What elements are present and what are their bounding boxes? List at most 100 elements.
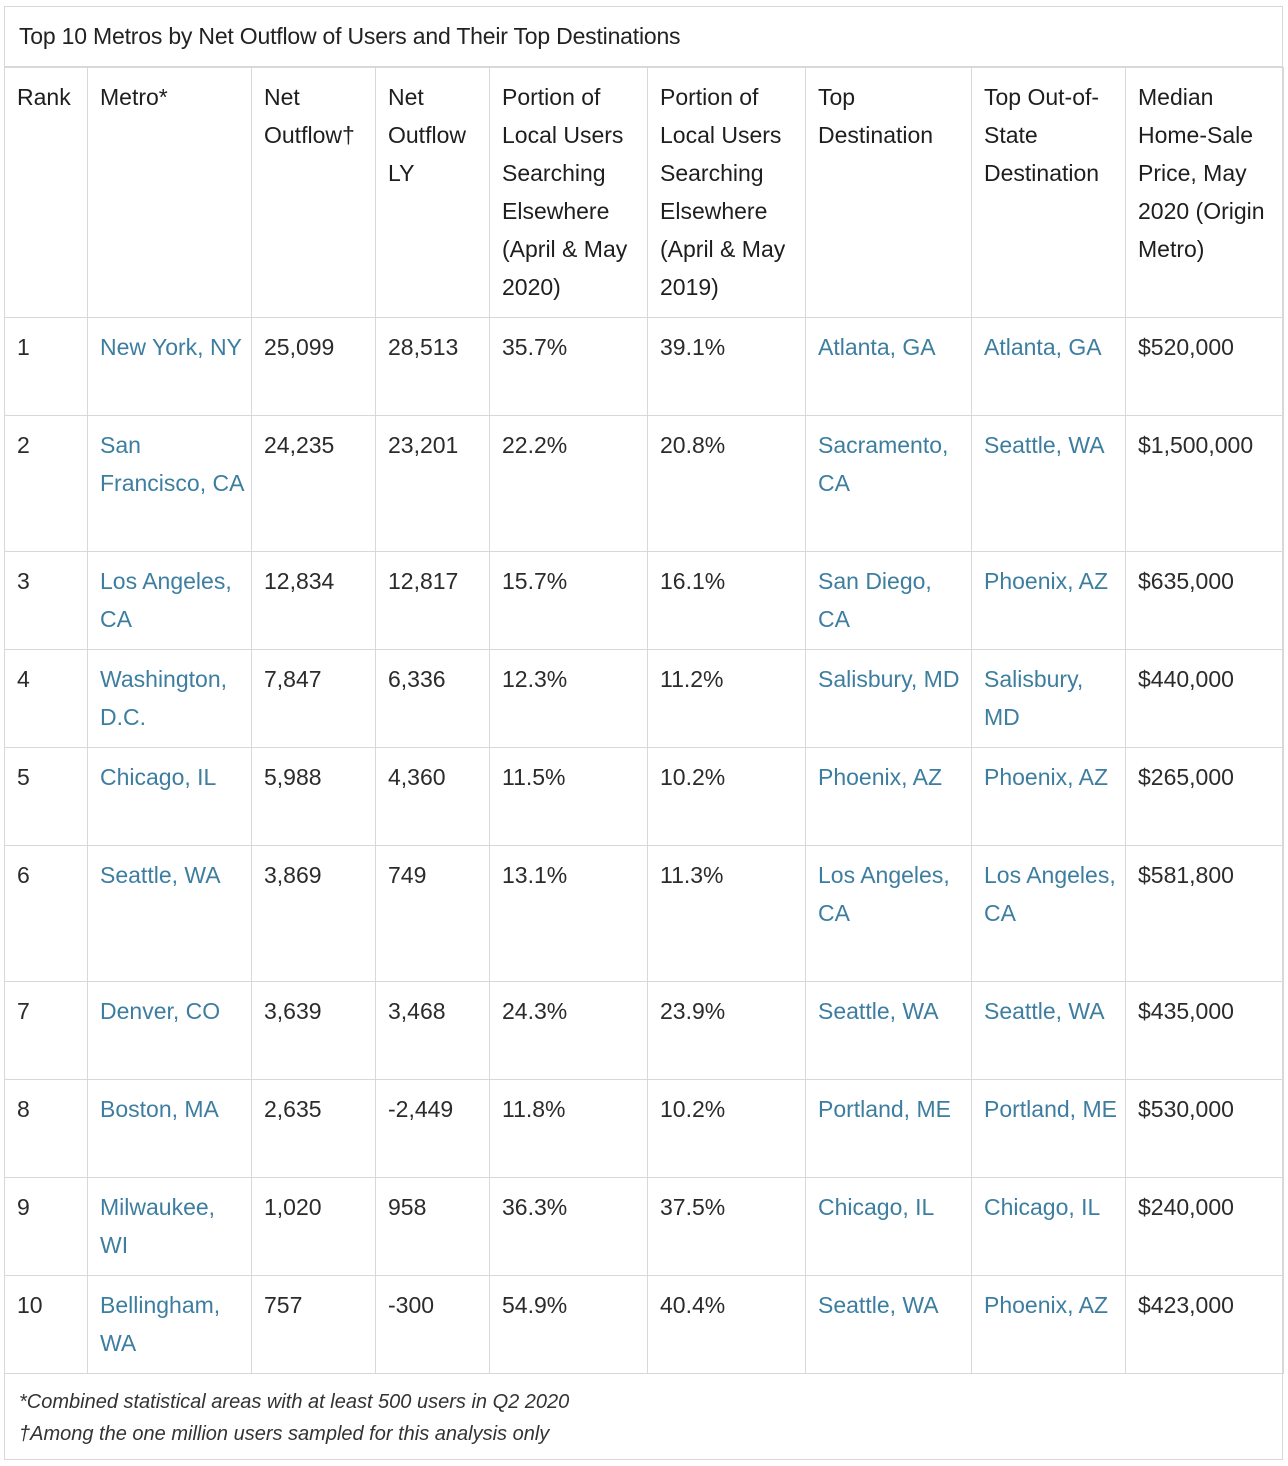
table-footnotes: *Combined statistical areas with at leas… <box>5 1374 1282 1460</box>
cell-portion-2019: 10.2% <box>647 1079 806 1178</box>
cell-rank: 9 <box>4 1177 88 1276</box>
column-header-top-destination: Top Destination <box>805 67 972 318</box>
cell-portion-2020: 22.2% <box>489 415 648 552</box>
cell-median-price: $265,000 <box>1125 747 1284 846</box>
cell-net-outflow-ly: 3,468 <box>375 981 490 1080</box>
cell-top-destination-link[interactable]: Los Angeles, CA <box>805 845 972 982</box>
cell-median-price: $440,000 <box>1125 649 1284 748</box>
cell-top-destination-link[interactable]: Seattle, WA <box>805 981 972 1080</box>
cell-top-out-of-state-link[interactable]: Phoenix, AZ <box>971 747 1126 846</box>
cell-net-outflow: 3,639 <box>251 981 376 1080</box>
cell-net-outflow-ly: -2,449 <box>375 1079 490 1178</box>
cell-top-out-of-state-link[interactable]: Portland, ME <box>971 1079 1126 1178</box>
cell-metro-link[interactable]: New York, NY <box>87 317 252 416</box>
column-header-median-price: Median Home-Sale Price, May 2020 (Origin… <box>1125 67 1284 318</box>
cell-portion-2020: 36.3% <box>489 1177 648 1276</box>
cell-median-price: $1,500,000 <box>1125 415 1284 552</box>
cell-net-outflow: 1,020 <box>251 1177 376 1276</box>
cell-top-out-of-state-link[interactable]: Phoenix, AZ <box>971 551 1126 650</box>
cell-net-outflow: 24,235 <box>251 415 376 552</box>
cell-top-destination-link[interactable]: Seattle, WA <box>805 1275 972 1374</box>
cell-portion-2020: 24.3% <box>489 981 648 1080</box>
cell-metro-link[interactable]: Seattle, WA <box>87 845 252 982</box>
cell-metro-link[interactable]: Milwaukee, WI <box>87 1177 252 1276</box>
cell-metro-link[interactable]: Los Angeles, CA <box>87 551 252 650</box>
cell-metro-link[interactable]: San Francisco, CA <box>87 415 252 552</box>
column-header-net-outflow: Net Outflow† <box>251 67 376 318</box>
cell-portion-2019: 16.1% <box>647 551 806 650</box>
cell-rank: 1 <box>4 317 88 416</box>
cell-top-destination-link[interactable]: Chicago, IL <box>805 1177 972 1276</box>
cell-top-out-of-state-link[interactable]: Seattle, WA <box>971 981 1126 1080</box>
table-row: 6 Seattle, WA 3,869 749 13.1% 11.3% Los … <box>4 845 1284 982</box>
cell-rank: 10 <box>4 1275 88 1374</box>
cell-net-outflow-ly: 958 <box>375 1177 490 1276</box>
table-container: Top 10 Metros by Net Outflow of Users an… <box>4 6 1284 1460</box>
cell-top-out-of-state-link[interactable]: Chicago, IL <box>971 1177 1126 1276</box>
cell-top-destination-link[interactable]: San Diego, CA <box>805 551 972 650</box>
cell-top-destination-link[interactable]: Salisbury, MD <box>805 649 972 748</box>
table-row: 2 San Francisco, CA 24,235 23,201 22.2% … <box>4 415 1284 552</box>
cell-portion-2020: 12.3% <box>489 649 648 748</box>
table-row: 9 Milwaukee, WI 1,020 958 36.3% 37.5% Ch… <box>4 1177 1284 1276</box>
table-row: 8 Boston, MA 2,635 -2,449 11.8% 10.2% Po… <box>4 1079 1284 1178</box>
cell-top-out-of-state-link[interactable]: Atlanta, GA <box>971 317 1126 416</box>
cell-net-outflow: 5,988 <box>251 747 376 846</box>
cell-top-destination-link[interactable]: Phoenix, AZ <box>805 747 972 846</box>
cell-portion-2020: 15.7% <box>489 551 648 650</box>
cell-rank: 6 <box>4 845 88 982</box>
cell-portion-2019: 20.8% <box>647 415 806 552</box>
cell-net-outflow: 7,847 <box>251 649 376 748</box>
table-title: Top 10 Metros by Net Outflow of Users an… <box>5 7 1282 67</box>
column-header-net-outflow-ly: Net Outflow LY <box>375 67 490 318</box>
cell-net-outflow: 757 <box>251 1275 376 1374</box>
table-row: 10 Bellingham, WA 757 -300 54.9% 40.4% S… <box>4 1275 1284 1374</box>
cell-median-price: $581,800 <box>1125 845 1284 982</box>
cell-top-out-of-state-link[interactable]: Los Angeles, CA <box>971 845 1126 982</box>
cell-net-outflow: 3,869 <box>251 845 376 982</box>
cell-portion-2020: 35.7% <box>489 317 648 416</box>
cell-net-outflow-ly: 23,201 <box>375 415 490 552</box>
cell-median-price: $520,000 <box>1125 317 1284 416</box>
cell-portion-2019: 11.2% <box>647 649 806 748</box>
cell-rank: 7 <box>4 981 88 1080</box>
cell-portion-2020: 11.8% <box>489 1079 648 1178</box>
cell-metro-link[interactable]: Bellingham, WA <box>87 1275 252 1374</box>
cell-net-outflow-ly: 749 <box>375 845 490 982</box>
column-header-top-out-of-state: Top Out-of-State Destination <box>971 67 1126 318</box>
table-row: 7 Denver, CO 3,639 3,468 24.3% 23.9% Sea… <box>4 981 1284 1080</box>
cell-portion-2020: 13.1% <box>489 845 648 982</box>
column-header-metro: Metro* <box>87 67 252 318</box>
table-row: 1 New York, NY 25,099 28,513 35.7% 39.1%… <box>4 317 1284 416</box>
cell-net-outflow-ly: 28,513 <box>375 317 490 416</box>
header-row: Rank Metro* Net Outflow† Net Outflow LY … <box>4 67 1284 318</box>
cell-net-outflow: 12,834 <box>251 551 376 650</box>
cell-metro-link[interactable]: Chicago, IL <box>87 747 252 846</box>
table-row: 5 Chicago, IL 5,988 4,360 11.5% 10.2% Ph… <box>4 747 1284 846</box>
cell-top-out-of-state-link[interactable]: Seattle, WA <box>971 415 1126 552</box>
cell-top-out-of-state-link[interactable]: Salisbury, MD <box>971 649 1126 748</box>
cell-top-out-of-state-link[interactable]: Phoenix, AZ <box>971 1275 1126 1374</box>
cell-portion-2019: 39.1% <box>647 317 806 416</box>
cell-top-destination-link[interactable]: Atlanta, GA <box>805 317 972 416</box>
cell-portion-2020: 11.5% <box>489 747 648 846</box>
cell-top-destination-link[interactable]: Portland, ME <box>805 1079 972 1178</box>
footnote-net-outflow: †Among the one million users sampled for… <box>19 1423 550 1445</box>
cell-portion-2019: 23.9% <box>647 981 806 1080</box>
cell-metro-link[interactable]: Boston, MA <box>87 1079 252 1178</box>
column-header-portion-2020: Portion of Local Users Searching Elsewhe… <box>489 67 648 318</box>
cell-rank: 3 <box>4 551 88 650</box>
cell-rank: 2 <box>4 415 88 552</box>
cell-top-destination-link[interactable]: Sacramento, CA <box>805 415 972 552</box>
cell-portion-2019: 10.2% <box>647 747 806 846</box>
cell-median-price: $240,000 <box>1125 1177 1284 1276</box>
cell-median-price: $635,000 <box>1125 551 1284 650</box>
cell-metro-link[interactable]: Washington, D.C. <box>87 649 252 748</box>
cell-median-price: $435,000 <box>1125 981 1284 1080</box>
cell-median-price: $423,000 <box>1125 1275 1284 1374</box>
cell-net-outflow-ly: 12,817 <box>375 551 490 650</box>
footnote-metro: *Combined statistical areas with at leas… <box>19 1391 570 1413</box>
cell-net-outflow: 25,099 <box>251 317 376 416</box>
cell-metro-link[interactable]: Denver, CO <box>87 981 252 1080</box>
data-table: Rank Metro* Net Outflow† Net Outflow LY … <box>4 67 1284 1374</box>
